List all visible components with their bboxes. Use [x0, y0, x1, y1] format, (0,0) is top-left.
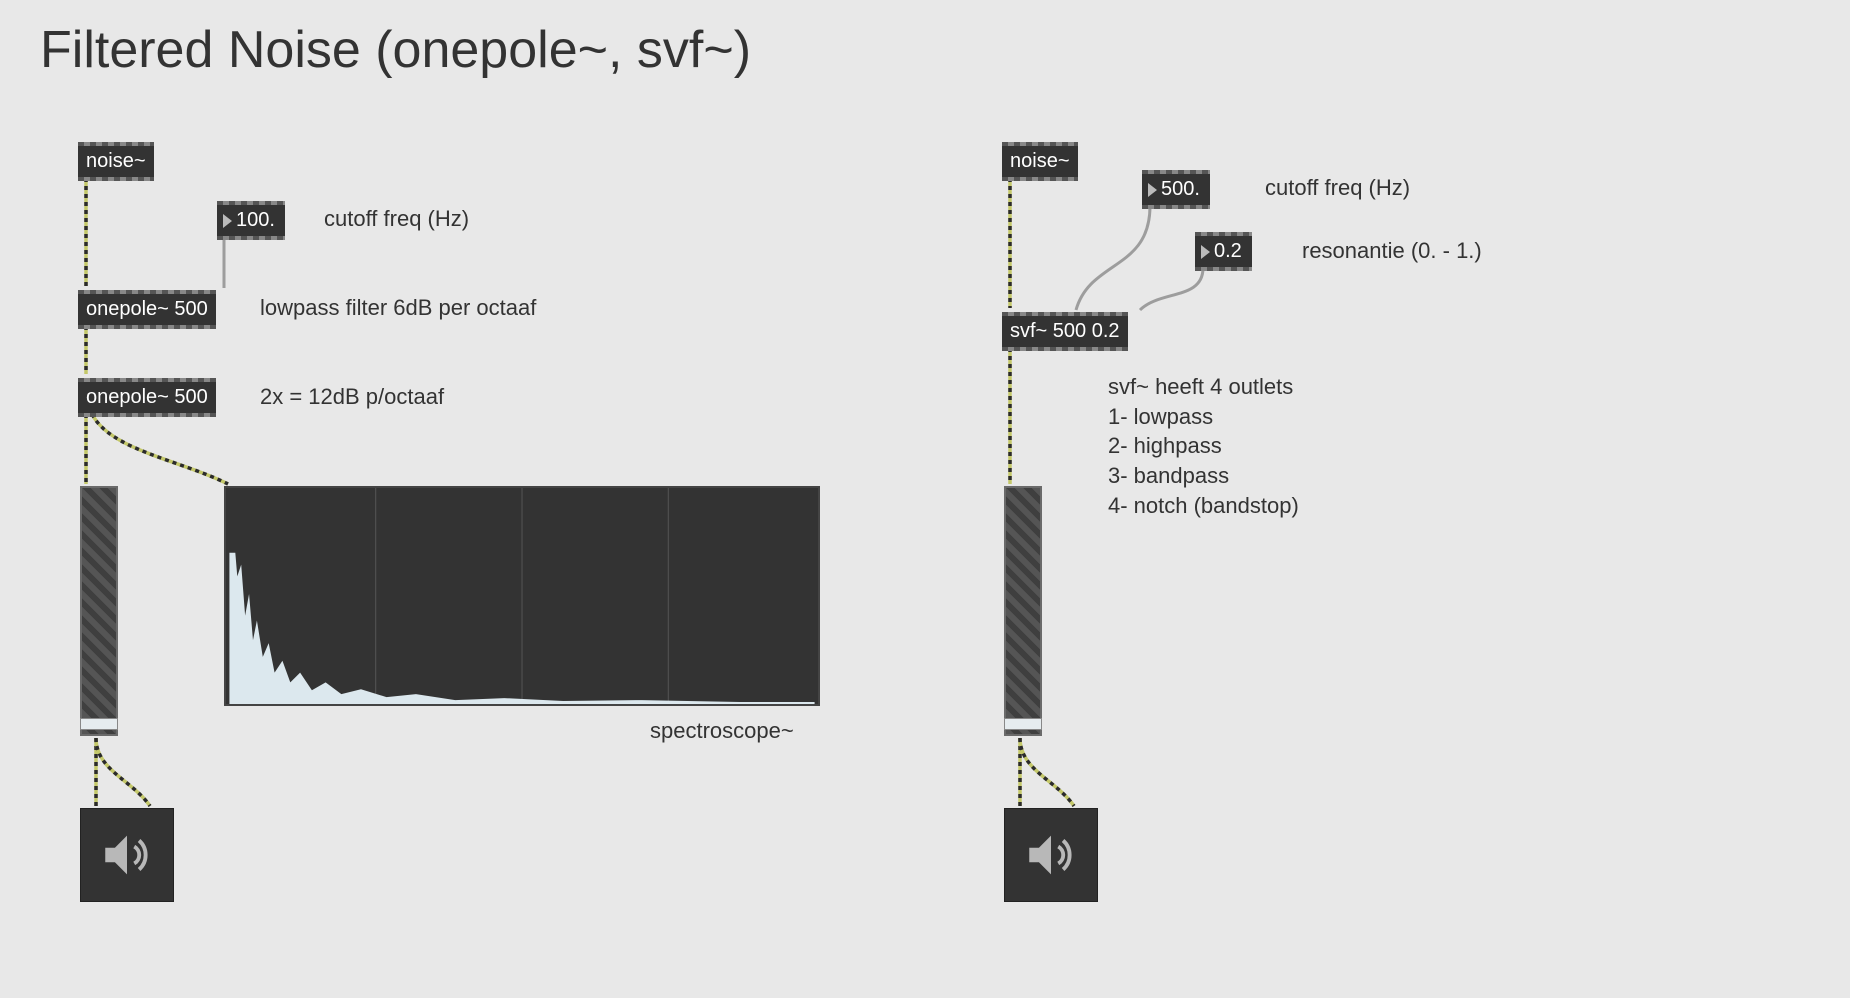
page-title: Filtered Noise (onepole~, svf~) — [40, 20, 751, 80]
spectroscope-label: spectroscope~ — [650, 718, 794, 744]
gain-slider-right[interactable] — [1004, 486, 1042, 736]
numbox-value: 500. — [1161, 178, 1200, 201]
onepole2-label: 2x = 12dB p/octaaf — [260, 384, 444, 410]
noise-object-right[interactable]: noise~ — [1002, 142, 1078, 181]
gain-knob[interactable] — [1004, 718, 1042, 730]
gain-hatch — [1006, 488, 1040, 734]
svf-object[interactable]: svf~ 500 0.2 — [1002, 312, 1128, 351]
cutoff-label-left: cutoff freq (Hz) — [324, 206, 469, 232]
resonance-label: resonantie (0. - 1.) — [1302, 238, 1482, 264]
gain-slider-left[interactable] — [80, 486, 118, 736]
spectroscope[interactable] — [224, 486, 820, 706]
svf-outlets-comment: svf~ heeft 4 outlets1- lowpass2- highpas… — [1108, 372, 1299, 520]
resonance-numbox[interactable]: 0.2 — [1195, 232, 1252, 271]
cutoff-numbox-right[interactable]: 500. — [1142, 170, 1210, 209]
gain-hatch — [82, 488, 116, 734]
onepole1-label: lowpass filter 6dB per octaaf — [260, 295, 536, 321]
onepole-object-1[interactable]: onepole~ 500 — [78, 290, 216, 329]
numbox-arrow-icon — [223, 214, 232, 228]
noise-object-left[interactable]: noise~ — [78, 142, 154, 181]
numbox-value: 0.2 — [1214, 240, 1242, 263]
gain-knob[interactable] — [80, 718, 118, 730]
speaker-icon — [1022, 826, 1080, 884]
numbox-arrow-icon — [1148, 183, 1157, 197]
numbox-arrow-icon — [1201, 245, 1210, 259]
cutoff-numbox-left[interactable]: 100. — [217, 201, 285, 240]
onepole-object-2[interactable]: onepole~ 500 — [78, 378, 216, 417]
speaker-icon — [98, 826, 156, 884]
cutoff-label-right: cutoff freq (Hz) — [1265, 175, 1410, 201]
numbox-value: 100. — [236, 209, 275, 232]
spectroscope-display — [226, 488, 818, 704]
ezdac-left[interactable] — [80, 808, 174, 902]
ezdac-right[interactable] — [1004, 808, 1098, 902]
